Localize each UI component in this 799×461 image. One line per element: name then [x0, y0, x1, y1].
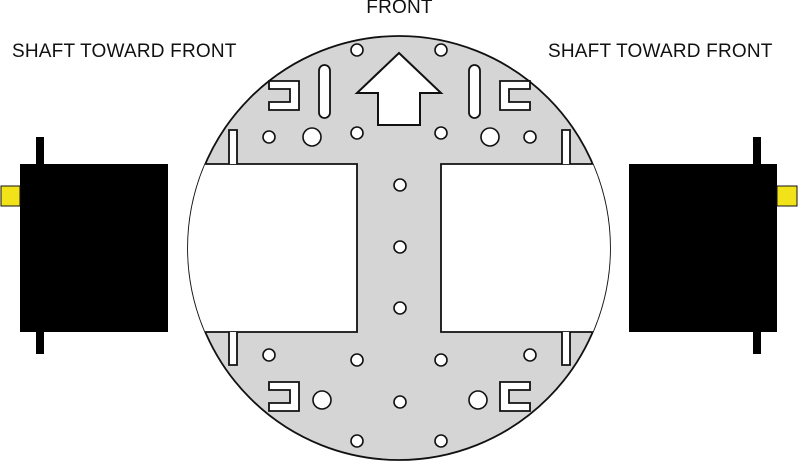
- top-right-vertical-slot: [468, 64, 481, 119]
- top-left-vertical-slot: [318, 64, 331, 119]
- hole: [350, 126, 364, 140]
- right-motor-body: [629, 164, 777, 332]
- bottom-right-hook-cutout: [499, 381, 531, 412]
- right-shaft-label: SHAFT TOWARD FRONT: [548, 41, 773, 62]
- left-motor-body: [20, 164, 168, 332]
- hole: [393, 240, 407, 254]
- hole: [468, 390, 488, 410]
- hole: [480, 127, 500, 147]
- right-upper-slot: [561, 129, 571, 164]
- left-motor: [0, 137, 168, 354]
- left-motor-cutout: [188, 163, 358, 333]
- right-motor-cutout: [440, 163, 610, 333]
- right-motor: [629, 137, 798, 354]
- right-motor-tab-top: [753, 137, 761, 165]
- front-label: FRONT: [366, 0, 433, 18]
- left-shaft-label: SHAFT TOWARD FRONT: [12, 41, 237, 62]
- hole: [350, 434, 364, 448]
- hole: [434, 126, 448, 140]
- hole: [434, 434, 448, 448]
- front-arrow-icon: [354, 51, 444, 126]
- right-motor-tab-bottom: [753, 331, 761, 354]
- hole: [393, 301, 407, 315]
- right-motor-shaft: [776, 185, 798, 207]
- right-lower-slot: [561, 332, 571, 366]
- left-motor-shaft: [0, 185, 21, 207]
- hole: [262, 348, 276, 362]
- top-right-hook-cutout: [499, 80, 531, 111]
- hole: [523, 348, 537, 362]
- left-motor-tab-bottom: [36, 331, 44, 354]
- hole: [434, 43, 448, 57]
- hole: [393, 395, 407, 409]
- hole: [434, 353, 448, 367]
- hole: [262, 130, 276, 144]
- hole: [393, 178, 407, 192]
- mounting-holes: [262, 43, 537, 448]
- left-motor-tab-top: [36, 137, 44, 165]
- hole: [302, 127, 322, 147]
- left-upper-slot: [228, 129, 238, 164]
- hole: [312, 390, 332, 410]
- top-left-hook-cutout: [268, 80, 300, 111]
- bottom-left-hook-cutout: [268, 381, 300, 412]
- hole: [350, 43, 364, 57]
- hole: [350, 353, 364, 367]
- hole: [523, 130, 537, 144]
- left-lower-slot: [228, 332, 238, 366]
